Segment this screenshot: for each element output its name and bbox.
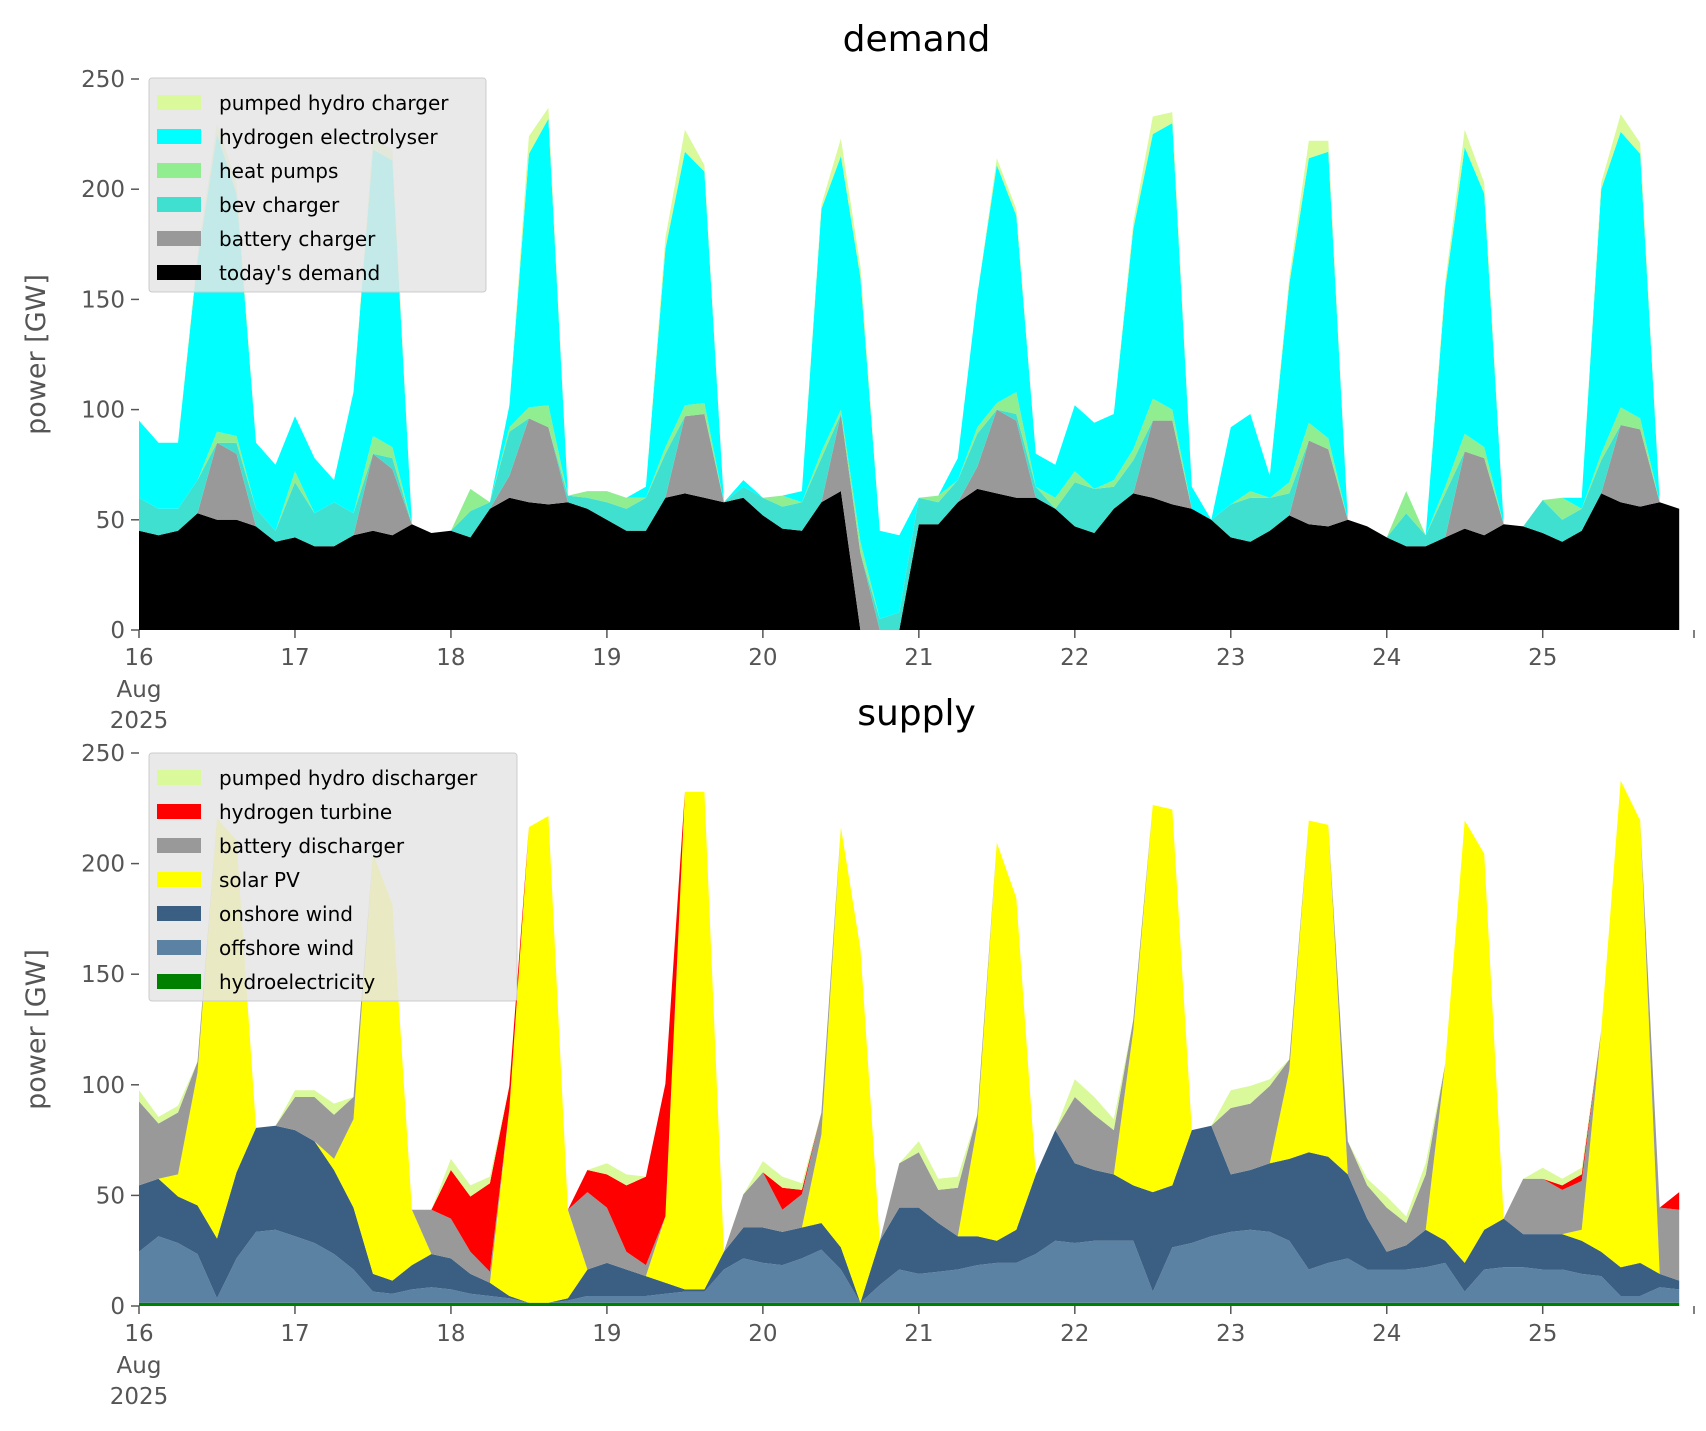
- legend: pumped hydro discharger hydrogen turbine b…: [148, 752, 518, 1002]
- x-tick-label: 19: [592, 1321, 621, 1347]
- legend-label: hydrogen electrolyser: [219, 125, 438, 149]
- legend: pumped hydro charger hydrogen electrolyse…: [148, 77, 487, 293]
- area-onshore-wind: [139, 1125, 1680, 1303]
- legend-swatch: [157, 95, 201, 110]
- legend-label: offshore wind: [219, 936, 354, 960]
- y-tick-label: 100: [81, 1073, 125, 1099]
- x-tick-label: 22: [1060, 645, 1089, 671]
- x-tick-label: 18: [436, 1321, 465, 1347]
- legend-swatch: [157, 872, 201, 887]
- x-tick-label: 25: [1528, 645, 1557, 671]
- legend-swatch: [157, 231, 201, 246]
- legend-label: heat pumps: [219, 159, 338, 183]
- y-tick-label: 50: [96, 508, 125, 534]
- legend-swatch: [157, 129, 201, 144]
- y-tick-label: 200: [81, 177, 125, 203]
- legend-swatch: [157, 906, 201, 921]
- x-tick-label: 23: [1216, 645, 1245, 671]
- legend-label: hydrogen turbine: [219, 800, 392, 824]
- area-offshore-wind: [139, 1229, 1680, 1303]
- x-tick-label: 21: [904, 1321, 933, 1347]
- x-tick-label: 21: [904, 645, 933, 671]
- legend-label: bev charger: [219, 193, 340, 217]
- x-tick-label: 17: [280, 645, 309, 671]
- legend-swatch: [157, 940, 201, 955]
- x-tick-label: 25: [1528, 1321, 1557, 1347]
- y-tick-label: 0: [110, 1294, 125, 1320]
- y-tick-label: 100: [81, 398, 125, 424]
- area-hydrogen-electrolyser: [139, 118, 1680, 619]
- legend-box: [148, 77, 487, 293]
- y-tick-label: 150: [81, 962, 125, 988]
- x-tick-sublabel: Aug: [117, 1353, 162, 1379]
- legend-label: today's demand: [219, 261, 380, 285]
- y-tick-label: 50: [96, 1183, 125, 1209]
- x-tick-label: 17: [280, 1321, 309, 1347]
- x-tick-label: 23: [1216, 1321, 1245, 1347]
- area-solar-pv: [139, 780, 1680, 1303]
- y-tick-label: 250: [81, 67, 125, 93]
- legend-label: pumped hydro charger: [219, 91, 449, 115]
- x-tick-label: 16: [124, 645, 153, 671]
- legend-swatch: [157, 197, 201, 212]
- area-hydroelectricity: [139, 1302, 1680, 1306]
- demand-panel: demand 0 50 100 150 200 250 power [GW] 16 17 18 19 2…: [21, 19, 1695, 734]
- x-tick-label: 20: [748, 1321, 777, 1347]
- area-today-s-demand: [139, 488, 1680, 630]
- x-tick-sublabel: 2025: [110, 1384, 169, 1410]
- legend-swatch: [157, 974, 201, 989]
- legend-swatch: [157, 838, 201, 853]
- legend-label: battery charger: [219, 227, 376, 251]
- legend-swatch: [157, 163, 201, 178]
- y-tick-label: 200: [81, 852, 125, 878]
- y-tick-label: 250: [81, 741, 125, 767]
- y-tick-label: 150: [81, 287, 125, 313]
- x-tick-label: 24: [1372, 1321, 1401, 1347]
- supply-panel: supply 0 50 100 150 200 250 power [GW] 16 17 18 19 2…: [21, 693, 1695, 1410]
- x-tick-sublabel: Aug: [117, 677, 162, 703]
- y-axis-label: power [GW]: [21, 274, 52, 435]
- legend-box: [148, 752, 518, 1002]
- y-axis-label: power [GW]: [21, 949, 52, 1110]
- legend-swatch: [157, 804, 201, 819]
- x-tick-label: 24: [1372, 645, 1401, 671]
- area-battery-charger: [139, 409, 1680, 630]
- x-tick-label: 18: [436, 645, 465, 671]
- x-tick-label: 16: [124, 1321, 153, 1347]
- legend-swatch: [157, 265, 201, 280]
- legend-label: solar PV: [219, 868, 300, 892]
- area-pumped-hydro-discharger: [139, 780, 1680, 1252]
- x-tick-label: 19: [592, 645, 621, 671]
- chart-title: supply: [857, 693, 976, 734]
- legend-label: pumped hydro discharger: [219, 766, 478, 790]
- x-tick-label: 20: [748, 645, 777, 671]
- area-pumped-hydro-charger: [139, 107, 1680, 538]
- area-battery-discharger: [139, 780, 1680, 1283]
- legend-label: battery discharger: [219, 834, 405, 858]
- x-tick-sublabel: 2025: [110, 708, 169, 734]
- legend-label: hydroelectricity: [219, 970, 375, 994]
- legend-swatch: [157, 770, 201, 785]
- y-tick-label: 0: [110, 618, 125, 644]
- x-tick-label: 22: [1060, 1321, 1089, 1347]
- chart-title: demand: [843, 19, 991, 60]
- legend-label: onshore wind: [219, 902, 353, 926]
